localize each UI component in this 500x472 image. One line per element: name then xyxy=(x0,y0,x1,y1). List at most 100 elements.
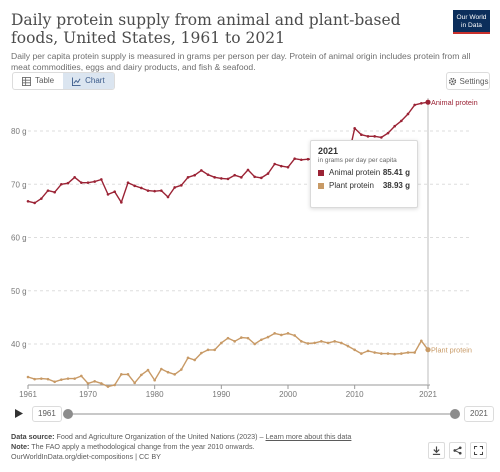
source-notes: Data source: Food and Agriculture Organi… xyxy=(11,432,411,462)
data-point xyxy=(113,190,116,194)
x-tick-label: 1980 xyxy=(146,390,164,399)
data-point xyxy=(333,340,336,343)
tooltip-row-plant: Plant protein 38.93 g xyxy=(318,181,410,190)
download-icon xyxy=(432,446,441,455)
gear-icon xyxy=(448,77,456,85)
data-point xyxy=(366,135,370,138)
data-point xyxy=(93,180,96,183)
chart-subtitle: Daily per capita protein supply is measu… xyxy=(11,51,471,72)
data-point xyxy=(313,341,316,345)
chart-title: Daily protein supply from animal and pla… xyxy=(11,11,401,47)
data-point xyxy=(33,377,36,381)
data-point xyxy=(53,380,56,384)
data-point xyxy=(266,172,270,175)
learn-more-link[interactable]: Learn more about this data xyxy=(265,432,352,441)
data-point xyxy=(226,336,230,340)
play-button[interactable] xyxy=(12,404,26,422)
data-point xyxy=(293,334,296,337)
line-chart-icon xyxy=(72,76,81,86)
logo-line-2: in Data xyxy=(461,21,482,29)
data-point xyxy=(300,340,303,343)
data-point xyxy=(246,336,250,340)
data-point xyxy=(406,112,410,116)
data-point xyxy=(106,193,110,196)
data-point xyxy=(360,352,363,355)
data-point xyxy=(220,341,223,345)
url-line[interactable]: OurWorldInData.org/diet-compositions | C… xyxy=(11,452,161,461)
fullscreen-icon xyxy=(474,446,483,455)
x-tick-label: 1990 xyxy=(212,390,230,399)
tab-table[interactable]: Table xyxy=(13,73,63,89)
logo-line-1: Our World xyxy=(456,14,487,21)
download-button[interactable] xyxy=(428,442,445,459)
data-point xyxy=(206,348,210,352)
data-point xyxy=(320,340,323,343)
timeline-end-label[interactable]: 2021 xyxy=(464,406,494,422)
data-point xyxy=(386,131,390,135)
note-line: Note: The FAO apply a methodological cha… xyxy=(11,442,411,452)
view-tabs: Table Chart xyxy=(12,72,115,90)
play-icon xyxy=(15,408,23,418)
share-icon xyxy=(453,446,462,455)
x-tick-label: 1970 xyxy=(79,390,97,399)
data-point xyxy=(273,332,276,335)
source-label: Data source: xyxy=(11,432,55,441)
data-point xyxy=(380,136,383,139)
data-point xyxy=(80,374,83,378)
data-point xyxy=(240,336,243,339)
data-point xyxy=(406,351,410,354)
tooltip-unit: in grams per day per capita xyxy=(318,157,397,164)
data-point xyxy=(73,176,76,179)
data-point xyxy=(120,201,123,204)
share-button[interactable] xyxy=(449,442,466,459)
data-point xyxy=(206,173,210,176)
data-point xyxy=(166,370,170,374)
data-point xyxy=(253,342,256,346)
data-point xyxy=(286,332,290,335)
data-point xyxy=(300,158,303,162)
data-point xyxy=(366,349,370,353)
tooltip-animal-value: 85.41 g xyxy=(382,168,410,177)
data-point xyxy=(140,373,143,377)
data-point xyxy=(326,341,330,345)
data-point xyxy=(133,184,136,188)
fullscreen-button[interactable] xyxy=(470,442,487,459)
tooltip-year: 2021 xyxy=(318,146,339,156)
y-tick-label: 70 g xyxy=(11,180,27,189)
data-point xyxy=(153,378,156,382)
data-point xyxy=(133,381,136,385)
data-point xyxy=(93,379,96,383)
data-point xyxy=(346,344,350,348)
x-tick-label: 2010 xyxy=(346,390,364,399)
data-point xyxy=(200,351,203,355)
data-point xyxy=(253,175,256,179)
data-point xyxy=(40,197,43,200)
y-tick-label: 50 g xyxy=(11,287,27,296)
data-point xyxy=(246,168,250,172)
tab-chart[interactable]: Chart xyxy=(63,73,114,89)
data-point xyxy=(26,375,30,379)
series-end-label: Plant protein xyxy=(431,346,472,355)
owid-logo[interactable]: Our World in Data xyxy=(453,10,490,34)
timeline-track[interactable] xyxy=(68,413,455,415)
y-tick-label: 80 g xyxy=(11,127,27,136)
data-point xyxy=(153,189,156,193)
data-point xyxy=(380,352,383,355)
timeline-end-handle[interactable] xyxy=(450,409,460,419)
data-point xyxy=(420,339,423,343)
source-text: Food and Agriculture Organization of the… xyxy=(56,432,258,441)
data-point xyxy=(46,189,50,192)
data-point xyxy=(306,342,310,345)
settings-button[interactable]: Settings xyxy=(446,72,490,90)
data-point xyxy=(340,341,343,345)
data-point xyxy=(286,165,290,169)
data-point xyxy=(40,377,43,380)
note-text: The FAO apply a methodological change fr… xyxy=(31,442,255,451)
data-point xyxy=(26,199,30,203)
timeline-start-handle[interactable] xyxy=(63,409,73,419)
timeline-start-label[interactable]: 1961 xyxy=(32,406,62,422)
data-point xyxy=(100,178,103,181)
settings-label: Settings xyxy=(459,76,489,86)
data-point xyxy=(400,352,403,355)
tab-table-label: Table xyxy=(35,76,55,85)
